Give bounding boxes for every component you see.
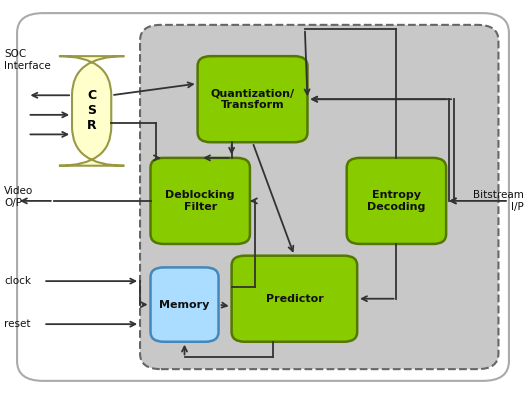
FancyBboxPatch shape <box>150 158 250 244</box>
Text: Deblocking
Filter: Deblocking Filter <box>166 190 235 212</box>
FancyBboxPatch shape <box>347 158 446 244</box>
FancyBboxPatch shape <box>140 25 499 369</box>
Text: Memory: Memory <box>159 299 210 310</box>
Text: Quantization/
Transform: Quantization/ Transform <box>210 88 295 110</box>
FancyBboxPatch shape <box>150 268 218 342</box>
Text: C
S
R: C S R <box>87 89 96 132</box>
FancyBboxPatch shape <box>17 13 509 381</box>
FancyBboxPatch shape <box>59 56 124 166</box>
Text: Entropy
Decoding: Entropy Decoding <box>367 190 426 212</box>
FancyBboxPatch shape <box>198 56 308 142</box>
FancyBboxPatch shape <box>231 256 357 342</box>
Text: Bitstream
I/P: Bitstream I/P <box>473 190 523 212</box>
Text: SOC
Interface: SOC Interface <box>4 49 50 71</box>
Text: reset: reset <box>4 319 31 329</box>
Text: Predictor: Predictor <box>266 294 323 304</box>
Text: clock: clock <box>4 276 31 286</box>
Text: Video
O/P: Video O/P <box>4 186 33 208</box>
